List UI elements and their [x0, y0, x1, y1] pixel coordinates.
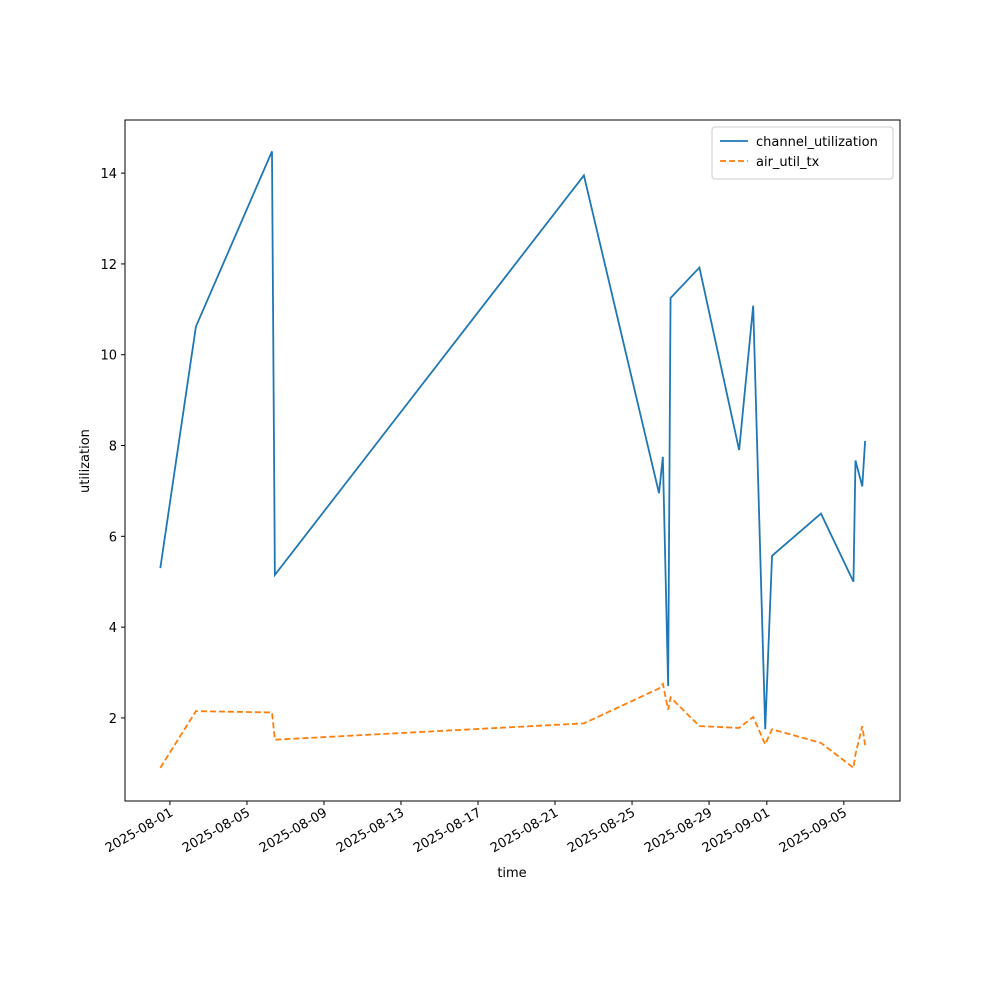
legend: channel_utilization air_util_tx	[711, 126, 894, 180]
legend-label: air_util_tx	[756, 155, 820, 170]
y-tick-label: 4	[109, 621, 117, 636]
y-axis-label: utilization	[78, 429, 93, 493]
legend-box	[711, 126, 894, 180]
legend-label: channel_utilization	[756, 135, 878, 150]
series-line	[159, 681, 866, 770]
y-tick-label: 6	[109, 530, 117, 545]
y-tick-label: 10	[100, 349, 117, 364]
y-tick-label: 2	[109, 712, 117, 727]
plot-frame	[124, 119, 901, 802]
series-line	[159, 150, 866, 730]
y-tick-label: 12	[100, 258, 117, 273]
x-axis-label: time	[497, 866, 526, 881]
y-tick-label: 14	[100, 167, 117, 182]
y-tick-label: 8	[109, 440, 117, 455]
